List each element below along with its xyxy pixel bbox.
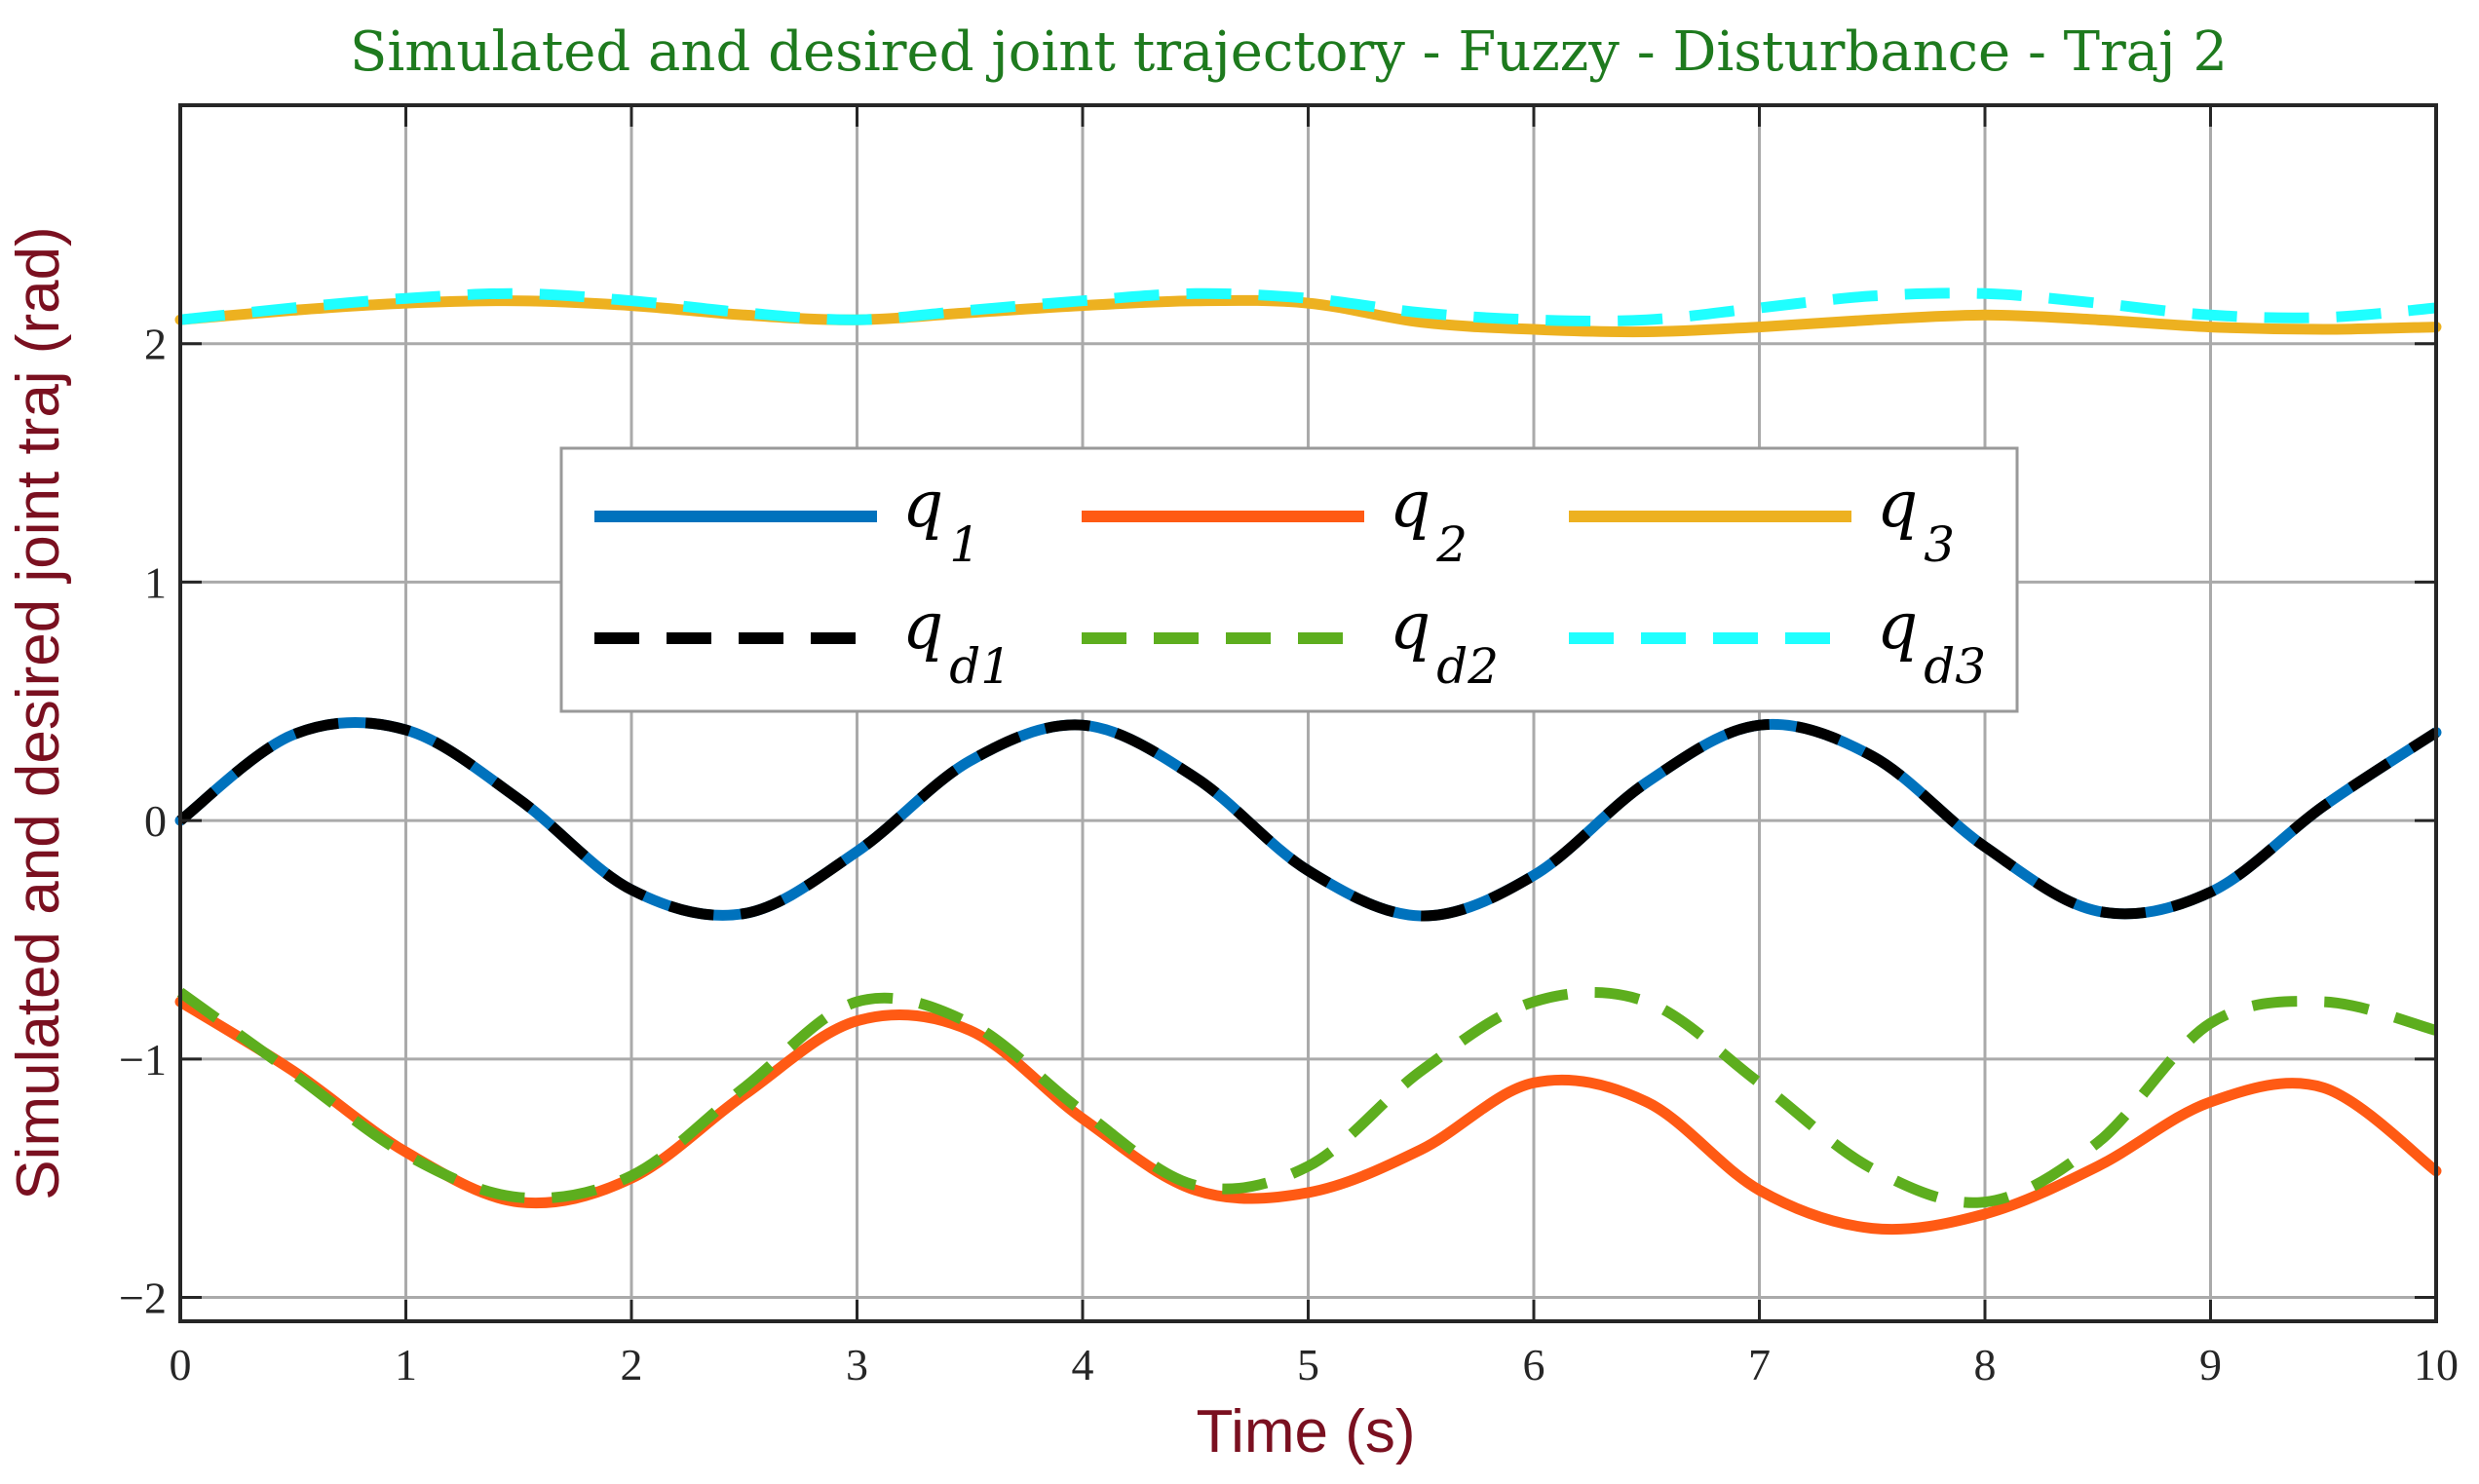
legend-label-q2: q2 xyxy=(1390,467,1468,573)
legend-label-subscript: 2 xyxy=(1435,516,1468,573)
series-line-qd3 xyxy=(179,287,2437,326)
legend-label-qd1: qd1 xyxy=(902,589,1011,695)
x-tick-label: 1 xyxy=(395,1340,417,1389)
series-line-qd2 xyxy=(176,986,2438,1208)
series-line-q3 xyxy=(174,294,2442,338)
x-tick-label: 2 xyxy=(621,1340,643,1389)
legend-label-base: q xyxy=(1390,589,1430,664)
x-tick-label: 3 xyxy=(846,1340,868,1389)
legend-box xyxy=(559,446,2019,713)
x-tick-label: 8 xyxy=(1974,1340,1997,1389)
legend-label-subscript: 1 xyxy=(949,516,980,573)
x-tick-label: 4 xyxy=(1072,1340,1094,1389)
ticks: 0 1 2 3 4 5 6 7 8 9 10 −2 −1 0 1 2 xyxy=(119,105,2459,1389)
legend-label-base: q xyxy=(1877,467,1918,542)
x-tick-label: 7 xyxy=(1748,1340,1771,1389)
x-axis-label: Time (s) xyxy=(1197,1398,1416,1465)
x-tick-label: 0 xyxy=(170,1340,192,1389)
y-tick-label: −2 xyxy=(119,1274,167,1323)
legend-label-subscript: 3 xyxy=(1924,516,1955,573)
x-tick-label: 6 xyxy=(1523,1340,1545,1389)
legend-label-q3: q3 xyxy=(1877,467,1955,573)
legend-label-subscript: d1 xyxy=(949,638,1011,695)
legend-label-base: q xyxy=(1877,589,1918,664)
legend-label-qd3: qd3 xyxy=(1877,589,1986,695)
x-tick-label: 5 xyxy=(1297,1340,1319,1389)
chart-title: Simulated and desired joint trajectory -… xyxy=(350,20,2228,84)
series-layer xyxy=(174,287,2442,1236)
legend-label-subscript: d2 xyxy=(1436,638,1499,695)
legend-label-q1: q1 xyxy=(902,467,980,573)
y-tick-label: 0 xyxy=(144,796,167,846)
legend-label-base: q xyxy=(1390,467,1430,542)
x-tick-label: 9 xyxy=(2199,1340,2222,1389)
y-axis-label: Simulated and desired joint traj (rad) xyxy=(5,226,72,1199)
y-tick-label: −1 xyxy=(119,1035,167,1084)
x-tick-label: 10 xyxy=(2414,1340,2459,1389)
series-line-qd1 xyxy=(176,717,2440,922)
y-tick-label: 1 xyxy=(144,557,167,607)
legend-label-base: q xyxy=(902,467,943,542)
legend-label-qd2: qd2 xyxy=(1390,589,1499,695)
y-tick-label: 2 xyxy=(144,320,167,369)
legend-label-base: q xyxy=(902,589,943,664)
legend-label-subscript: d3 xyxy=(1924,638,1986,695)
